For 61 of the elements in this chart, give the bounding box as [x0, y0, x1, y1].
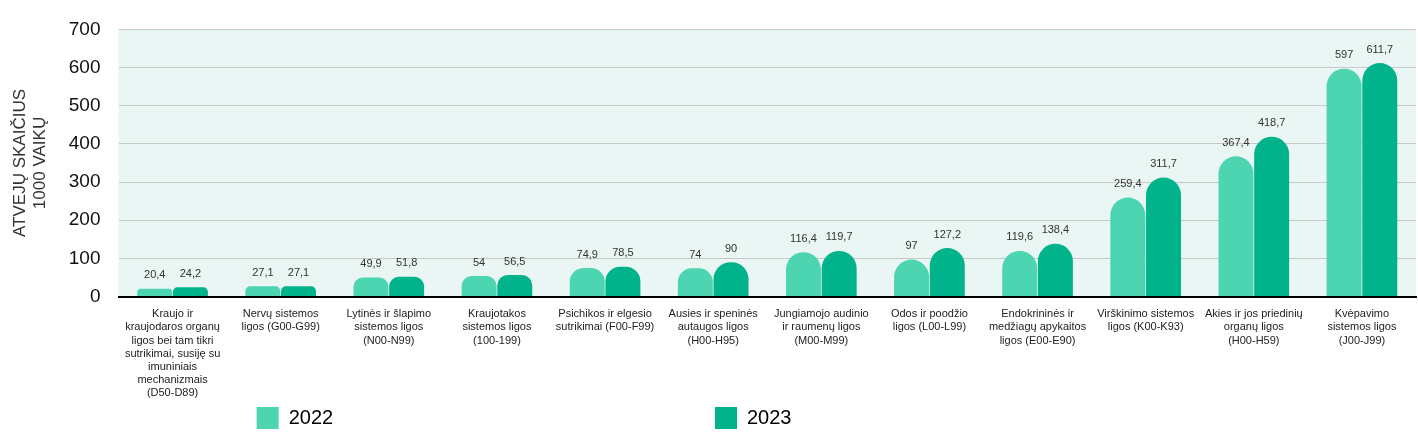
x-tick-label: Virškinimo sistemos ligos (K00-K93) [1097, 307, 1195, 333]
data-label: 27,1 [252, 265, 274, 278]
data-label: 119,7 [825, 230, 853, 243]
x-tick-label: Kraujotakos sistemos ligos (100-199) [462, 307, 532, 346]
bar [1146, 177, 1182, 297]
y-tick-label: 300 [68, 170, 101, 192]
data-label: 119,6 [1006, 230, 1034, 243]
x-tick-label: Odos ir poodžio ligos (L00-L99) [890, 307, 968, 333]
bar [1110, 197, 1146, 297]
data-label: 74 [689, 247, 702, 260]
data-label: 259,4 [1114, 177, 1142, 190]
y-tick-label: 200 [68, 208, 101, 230]
data-label: 116,4 [790, 231, 817, 244]
bar [1362, 63, 1398, 297]
bar [389, 276, 425, 297]
legend-label: 2023 [747, 405, 1170, 428]
data-label: 138,4 [1041, 223, 1070, 236]
bar [137, 288, 173, 297]
bar [1326, 68, 1362, 297]
data-label: 78,5 [612, 246, 634, 259]
bar [172, 287, 208, 297]
data-label: 20,4 [144, 268, 166, 281]
data-label: 597 [1334, 48, 1354, 61]
y-tick-label: 0 [89, 284, 101, 306]
bar [1254, 136, 1290, 297]
data-label: 311,7 [1150, 157, 1177, 170]
x-tick-label: Akies ir jos priedinių organų ligos (H00-H59) [1204, 307, 1303, 346]
x-tick-label: Kraujo ir kraujodaros organų ligos bei tam tikri sutrikimai, susiję su imuniniais mechanizmais (D50-D89) [124, 307, 221, 399]
y-tick-label: 100 [68, 246, 101, 268]
data-label: 97 [905, 239, 918, 252]
data-label: 90 [724, 241, 738, 254]
data-label: 418,7 [1257, 116, 1286, 129]
bar [281, 286, 317, 297]
data-label: 54 [472, 255, 486, 268]
data-label: 74,9 [576, 247, 598, 260]
y-axis-title: ATVEJŲ SKAIČIUS 1000 VAIKŲ [9, 89, 50, 237]
data-label: 367,4 [1222, 135, 1250, 148]
data-label: 49,9 [360, 257, 382, 270]
x-tick-label: Nervų sistemos ligos (G00-G99) [241, 307, 320, 333]
x-tick-label: Lytinės ir šlapimo sistemos ligos (N00-N99) [346, 307, 432, 346]
legend-label: 2022 [288, 405, 711, 428]
bar [353, 277, 389, 297]
y-tick-label: 400 [68, 132, 101, 154]
x-tick-label: Ausies ir speninės autaugos ligos (H00-H95) [668, 307, 759, 346]
y-tick-label: 700 [68, 17, 101, 39]
x-tick-label: Psichikos ir elgesio sutrikimai (F00-F99) [555, 307, 655, 333]
data-label: 24,2 [179, 266, 202, 279]
bar [497, 275, 533, 297]
bar [461, 275, 497, 297]
data-label: 127,2 [933, 227, 962, 240]
x-tick-label: Endokrininės ir medžiagų apykaitos ligos (E00-E90) [988, 307, 1087, 346]
y-tick-label: 600 [68, 55, 101, 77]
data-label: 27,1 [287, 265, 310, 278]
x-tick-label: Jungiamojo audinio ir raumenų ligos (M00-M99) [773, 307, 869, 346]
y-tick-label: 500 [68, 93, 101, 115]
bar [245, 286, 281, 297]
bar [1218, 156, 1254, 297]
x-tick-label: Kvėpavimo sistemos ligos (J00-J99) [1327, 307, 1397, 346]
data-label: 611,7 [1366, 42, 1394, 55]
data-label: 51,8 [395, 256, 418, 269]
data-label: 56,5 [504, 254, 526, 267]
